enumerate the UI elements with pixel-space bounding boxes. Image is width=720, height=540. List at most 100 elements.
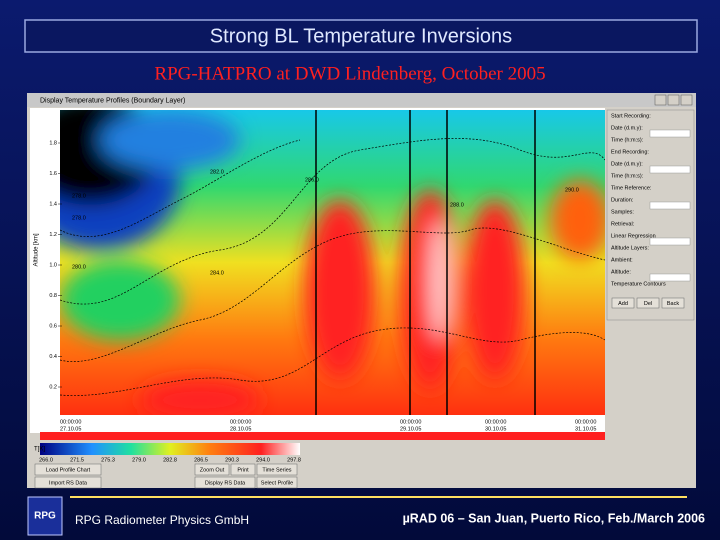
colorbar-tick-label: 290.3: [225, 457, 239, 463]
button[interactable]: [256, 463, 298, 476]
colorbar-tick-label: 279.0: [132, 457, 146, 463]
button-label: Select Profile: [261, 480, 293, 486]
button-label: Print: [237, 467, 249, 473]
y-tick-label: 0.8: [49, 293, 57, 299]
contour-label: 288.0: [450, 202, 464, 208]
y-tick-label: 1.4: [49, 201, 57, 207]
button[interactable]: [194, 476, 256, 489]
contour-label: 278.0: [72, 215, 86, 221]
y-tick-label: 0.2: [49, 384, 57, 390]
button[interactable]: [256, 476, 298, 489]
warm-region: [140, 380, 260, 415]
contour-label: 278.0: [72, 193, 86, 199]
maximize-button[interactable]: [667, 94, 680, 106]
heatmap: [60, 110, 605, 415]
minimize-button[interactable]: [654, 94, 667, 106]
side-panel: [606, 109, 695, 321]
warm-region: [465, 200, 525, 380]
y-tick-label: 1.8: [49, 140, 57, 146]
close-button[interactable]: [680, 94, 693, 106]
contour-label: 282.0: [210, 169, 224, 175]
colorbar-tick-label: 266.0: [39, 457, 53, 463]
cold-region: [100, 110, 240, 170]
panel-field[interactable]: [649, 237, 691, 246]
panel-label: Temperature Contours: [611, 281, 666, 287]
contour-button[interactable]: [636, 297, 660, 309]
contour-label: 276.0: [72, 169, 86, 175]
y-tick-label: 1.2: [49, 232, 57, 238]
colorbar-label: T[K]: [34, 447, 45, 453]
x-tick-label: 00:00:00: [575, 419, 596, 425]
x-tick-label: 31.10.05: [575, 426, 596, 432]
slide-title: Strong BL Temperature Inversions: [210, 25, 512, 47]
colorbar-tick-label: 286.5: [194, 457, 208, 463]
contour-button-label: Back: [667, 301, 679, 307]
panel-label: Linear Regression: [611, 233, 656, 239]
panel-field[interactable]: [649, 201, 691, 210]
window-titlebar: [27, 93, 696, 107]
contour-button[interactable]: [661, 297, 685, 309]
panel-label: Date (d.m.y):: [611, 161, 643, 167]
button-label: Zoom Out: [200, 467, 225, 473]
button-label: Import RS Data: [49, 480, 88, 486]
y-tick-label: 1.0: [49, 262, 57, 268]
panel-field[interactable]: [649, 273, 691, 282]
warm-region: [550, 180, 605, 260]
colorbar-tick-label: 294.0: [256, 457, 270, 463]
button-label: Display RS Data: [205, 480, 246, 486]
colorbar-tick-label: 282.8: [163, 457, 177, 463]
contour-button[interactable]: [611, 297, 635, 309]
panel-label: Date (d.m.y):: [611, 125, 643, 131]
y-axis-label: Altitude [km]: [34, 233, 40, 266]
x-tick-label: 27.10.05: [60, 426, 81, 432]
button[interactable]: [34, 463, 102, 476]
panel-label: Duration:: [611, 197, 634, 203]
y-tick-label: 0.6: [49, 323, 57, 329]
contour-label: 286.0: [305, 177, 319, 183]
contour-label: 284.0: [210, 270, 224, 276]
panel-field[interactable]: [649, 129, 691, 138]
panel-label: Samples:: [611, 209, 634, 215]
x-tick-label: 00:00:00: [230, 419, 251, 425]
title-box: [24, 19, 698, 53]
colorbar-tick-label: 275.3: [101, 457, 115, 463]
contour-line: [60, 138, 605, 305]
warm-region: [305, 200, 375, 380]
y-tick-label: 0.4: [49, 354, 57, 360]
warm-core: [430, 220, 450, 340]
x-tick-label: 00:00:00: [400, 419, 421, 425]
panel-field[interactable]: [649, 165, 691, 174]
button[interactable]: [230, 463, 256, 476]
contour-button-label: Add: [618, 301, 628, 307]
footer-company: RPG Radiometer Physics GmbH: [75, 513, 249, 527]
x-tick-label: 00:00:00: [60, 419, 81, 425]
y-tick-label: 1.6: [49, 171, 57, 177]
colorbar-tick-label: 271.5: [70, 457, 84, 463]
contour-line: [60, 227, 605, 362]
footer-conference: µRAD 06 – San Juan, Puerto Rico, Feb./Ma…: [403, 511, 705, 525]
logo-text: RPG: [34, 511, 56, 522]
contour-button-label: Del: [644, 301, 652, 307]
panel-label: Altitude Layers:: [611, 245, 649, 251]
panel-label: Ambient:: [611, 257, 633, 263]
slide-subtitle: RPG-HATPRO at DWD Lindenberg, October 20…: [154, 63, 545, 84]
button[interactable]: [194, 463, 230, 476]
colorbar-tick-label: 297.8: [287, 457, 301, 463]
panel-label: Time (h:m:s):: [611, 137, 644, 143]
panel-label: End Recording:: [611, 149, 649, 155]
logo: [27, 496, 63, 536]
x-tick-label: 00:00:00: [485, 419, 506, 425]
window-title: Display Temperature Profiles (Boundary L…: [40, 97, 185, 104]
x-tick-label: 29.10.05: [400, 426, 421, 432]
colorbar: [40, 443, 300, 455]
contour-line: [60, 139, 301, 237]
panel-label: Time Reference:: [611, 185, 652, 191]
cool-region: [60, 260, 180, 340]
panel-label: Retrieval:: [611, 221, 635, 227]
panel-label: Altitude:: [611, 269, 631, 275]
x-tick-label: 30.10.05: [485, 426, 506, 432]
button[interactable]: [34, 476, 102, 489]
contour-label: 290.0: [565, 187, 579, 193]
